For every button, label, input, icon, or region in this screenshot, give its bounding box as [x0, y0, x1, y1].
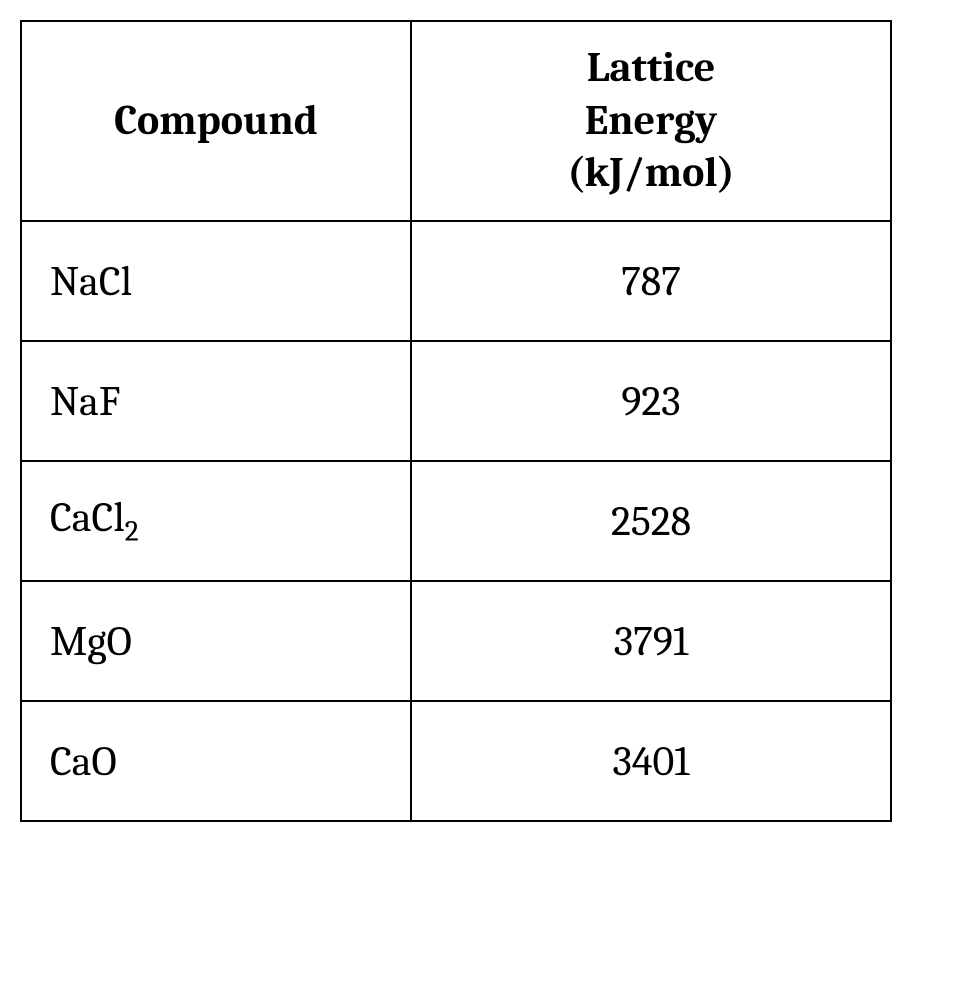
table-header-row: Compound LatticeEnergy(kJ/mol)	[21, 21, 891, 221]
column-header-energy: LatticeEnergy(kJ/mol)	[411, 21, 891, 221]
table-row: NaCl 787	[21, 221, 891, 341]
table-row: MgO 3791	[21, 581, 891, 701]
column-header-compound: Compound	[21, 21, 411, 221]
cell-compound: NaF	[21, 341, 411, 461]
cell-compound: MgO	[21, 581, 411, 701]
table-row: CaO 3401	[21, 701, 891, 821]
cell-energy: 3791	[411, 581, 891, 701]
cell-compound: NaCl	[21, 221, 411, 341]
table-body: NaCl 787 NaF 923 CaCl2 2528 MgO 3791 CaO…	[21, 221, 891, 821]
table-row: CaCl2 2528	[21, 461, 891, 581]
cell-compound: CaCl2	[21, 461, 411, 581]
lattice-energy-table: Compound LatticeEnergy(kJ/mol) NaCl 787 …	[20, 20, 892, 822]
cell-compound: CaO	[21, 701, 411, 821]
lattice-energy-table-container: Compound LatticeEnergy(kJ/mol) NaCl 787 …	[20, 20, 892, 822]
cell-energy: 923	[411, 341, 891, 461]
cell-energy: 787	[411, 221, 891, 341]
cell-energy: 2528	[411, 461, 891, 581]
table-row: NaF 923	[21, 341, 891, 461]
cell-energy: 3401	[411, 701, 891, 821]
table-header: Compound LatticeEnergy(kJ/mol)	[21, 21, 891, 221]
